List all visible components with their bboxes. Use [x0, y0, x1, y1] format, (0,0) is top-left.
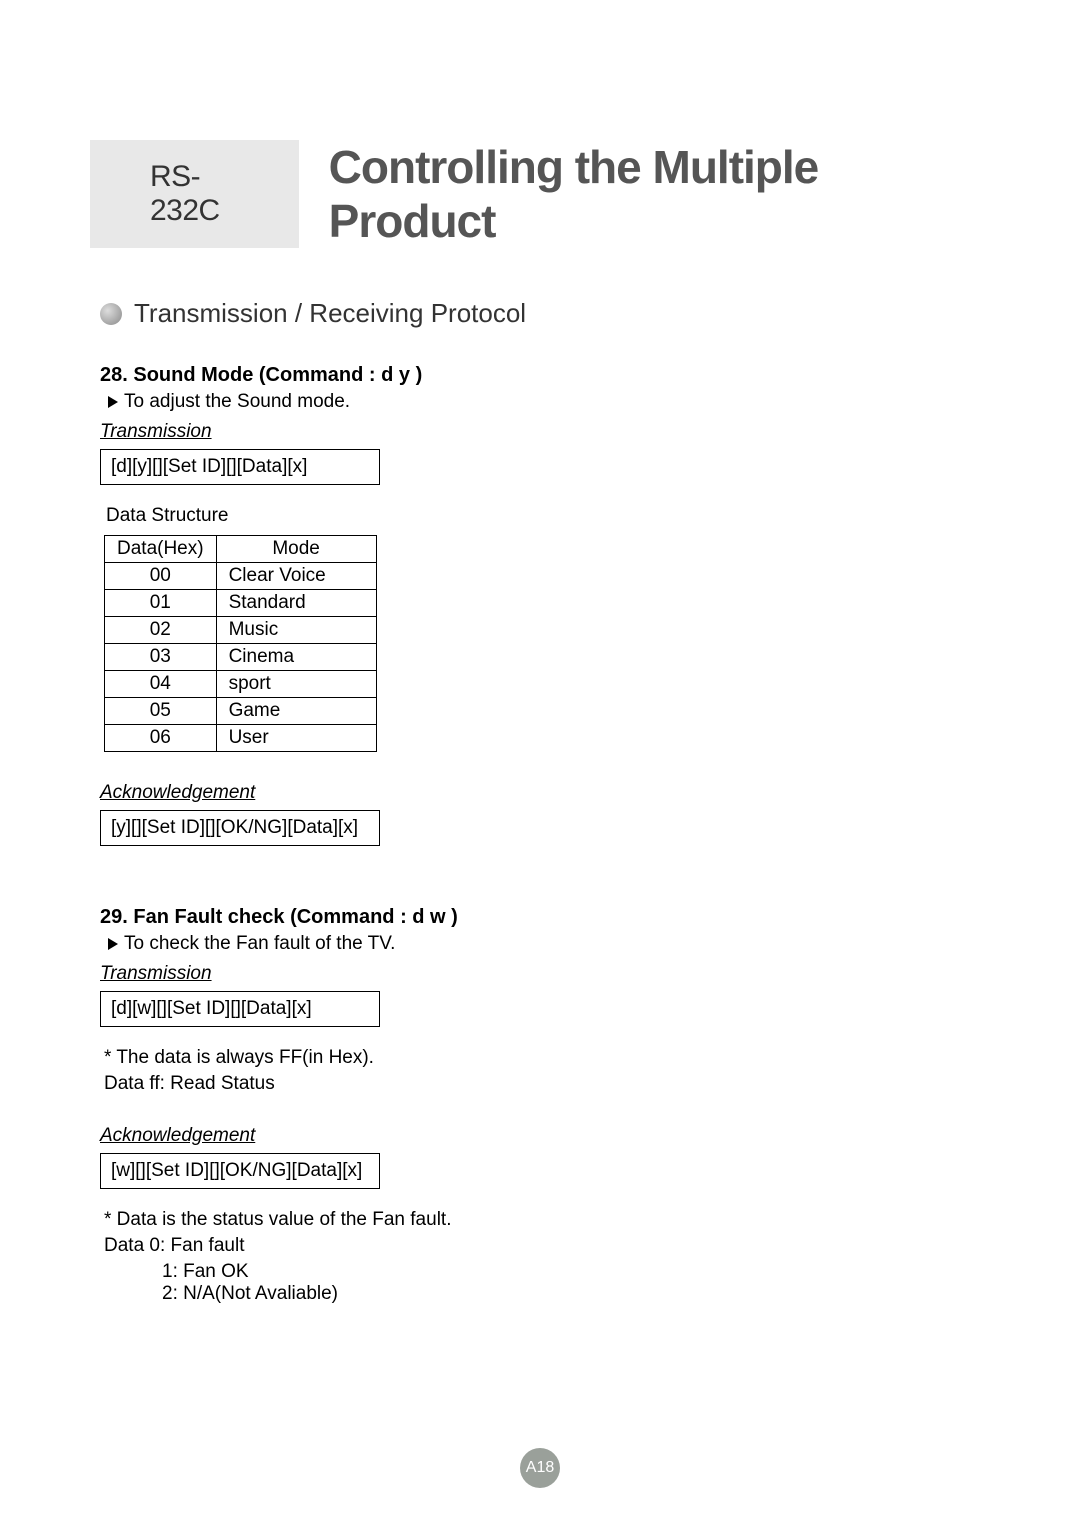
cmd28-desc-row: To adjust the Sound mode.	[108, 391, 990, 413]
triangle-icon	[108, 938, 118, 950]
table-row: 02Music	[105, 617, 377, 644]
table-col-0: Data(Hex)	[105, 536, 217, 563]
table-row: 06User	[105, 725, 377, 752]
header-label: RS-232C	[90, 140, 299, 248]
cmd29-note1: * The data is always FF(in Hex).	[104, 1047, 990, 1069]
cmd29-transmission-code: [d][w][][Set ID][][Data][x]	[100, 991, 380, 1027]
cmd28-ack-code: [y][][Set ID][][OK/NG][Data][x]	[100, 810, 380, 846]
cmd29-block: 29. Fan Fault check (Command : d w ) To …	[90, 906, 990, 1305]
table-header-row: Data(Hex) Mode	[105, 536, 377, 563]
cmd29-note2: Data ff: Read Status	[104, 1073, 990, 1095]
cmd29-title: 29. Fan Fault check (Command : d w )	[100, 906, 990, 929]
triangle-icon	[108, 396, 118, 408]
cmd28-title: 28. Sound Mode (Command : d y )	[100, 364, 990, 387]
cmd29-note3: * Data is the status value of the Fan fa…	[104, 1209, 990, 1231]
cmd29-ack-label: Acknowledgement	[100, 1125, 990, 1147]
cmd28-block: 28. Sound Mode (Command : d y ) To adjus…	[90, 364, 990, 866]
header-bar: RS-232C Controlling the Multiple Product	[90, 140, 990, 248]
page-number: A18	[526, 1459, 554, 1477]
bullet-icon	[100, 303, 122, 325]
cmd28-data-structure-label: Data Structure	[106, 505, 990, 527]
cmd29-note6: 2: N/A(Not Avaliable)	[162, 1283, 990, 1305]
cmd28-desc: To adjust the Sound mode.	[124, 391, 350, 413]
table-col-1: Mode	[216, 536, 376, 563]
cmd28-table: Data(Hex) Mode 00Clear Voice 01Standard …	[104, 535, 377, 752]
cmd29-note4: Data 0: Fan fault	[104, 1235, 990, 1257]
cmd28-transmission-code: [d][y][][Set ID][][Data][x]	[100, 449, 380, 485]
table-row: 01Standard	[105, 590, 377, 617]
table-row: 05Game	[105, 698, 377, 725]
cmd29-ack-code: [w][][Set ID][][OK/NG][Data][x]	[100, 1153, 380, 1189]
cmd28-transmission-label: Transmission	[100, 421, 990, 443]
section-heading: Transmission / Receiving Protocol	[134, 298, 526, 329]
cmd28-ack-label: Acknowledgement	[100, 782, 990, 804]
table-row: 00Clear Voice	[105, 563, 377, 590]
cmd29-transmission-label: Transmission	[100, 963, 990, 985]
header-title: Controlling the Multiple Product	[329, 140, 990, 248]
table-row: 04sport	[105, 671, 377, 698]
section-heading-row: Transmission / Receiving Protocol	[100, 298, 990, 329]
cmd29-desc-row: To check the Fan fault of the TV.	[108, 933, 990, 955]
table-row: 03Cinema	[105, 644, 377, 671]
page-number-badge: A18	[520, 1448, 560, 1488]
cmd29-note5: 1: Fan OK	[162, 1261, 990, 1283]
cmd29-desc: To check the Fan fault of the TV.	[124, 933, 395, 955]
